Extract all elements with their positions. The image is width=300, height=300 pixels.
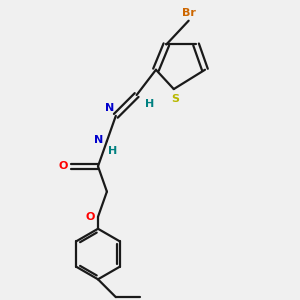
Text: O: O bbox=[85, 212, 94, 222]
Text: N: N bbox=[105, 103, 114, 113]
Text: N: N bbox=[94, 135, 103, 145]
Text: Br: Br bbox=[182, 8, 196, 18]
Text: O: O bbox=[58, 161, 68, 171]
Text: H: H bbox=[108, 146, 118, 155]
Text: H: H bbox=[145, 99, 154, 109]
Text: S: S bbox=[171, 94, 179, 104]
